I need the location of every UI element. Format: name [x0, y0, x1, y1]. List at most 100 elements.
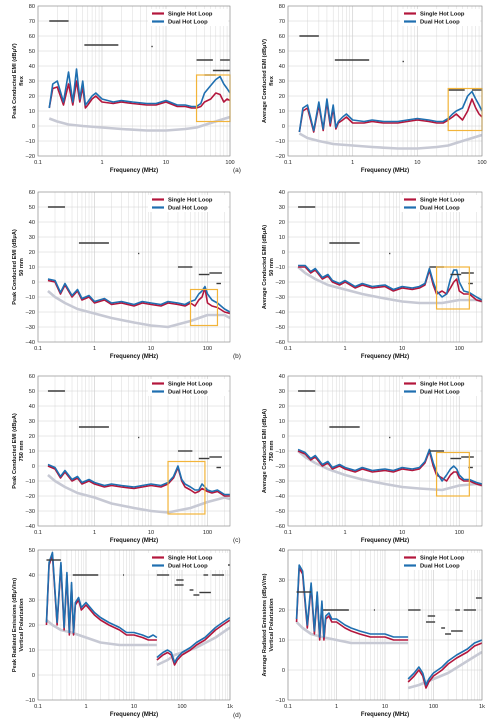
x-tick-label: 1k	[227, 704, 233, 710]
legend-label-single: Single Hot Loop	[168, 556, 213, 562]
x-axis-label: Frequency (MHz)	[110, 168, 158, 174]
legend-label-single: Single Hot Loop	[420, 198, 465, 204]
y-tick-label: –40	[276, 310, 285, 316]
series-line-single	[156, 619, 230, 666]
y-tick-label: –10	[276, 698, 285, 704]
y-tick-label: 20	[29, 434, 35, 440]
x-tick-label: 100	[455, 346, 464, 352]
series-line-dual	[298, 90, 482, 133]
plot-area	[295, 564, 482, 690]
x-axis-label: Frequency (MHz)	[361, 354, 409, 360]
y-axis-label: Average Radiated Emissions (dBμV/m)	[262, 573, 268, 676]
legend-background	[148, 553, 228, 570]
x-tick-label: 10	[399, 530, 405, 536]
series-line-dual	[298, 264, 482, 301]
x-tick-label: 1	[335, 704, 338, 710]
y-tick-label: 70	[279, 19, 285, 25]
x-tick-label: 100	[455, 530, 464, 536]
x-tick-label: 100	[203, 346, 212, 352]
y-tick-label: 0	[282, 124, 285, 130]
plot-area	[45, 551, 230, 667]
y-tick-label: –10	[26, 139, 35, 145]
legend-label-single: Single Hot Loop	[168, 198, 213, 204]
y-tick-label: 50	[279, 49, 285, 55]
x-tick-label: 1	[351, 160, 354, 166]
y-tick-label: 30	[29, 598, 35, 604]
y-tick-label: –30	[276, 479, 285, 485]
y-tick-label: 50	[29, 205, 35, 211]
y-tick-label: –20	[276, 154, 285, 160]
y-tick-label: 30	[29, 419, 35, 425]
chart-panel-6: –60 –50 –40 –30 –20 –10 0 10 20 30 40 0.1 1 10 100 Freq…	[262, 374, 483, 544]
chart-panel-4: –60 –50 –40 –30 –20 –10 0 10 20 30 40 0.1 1 10 100 Freq…	[262, 190, 483, 360]
y-tick-label: 30	[279, 389, 285, 395]
series-line-floor	[295, 621, 409, 645]
y-tick-label: 60	[29, 34, 35, 40]
y-tick-label: 20	[279, 404, 285, 410]
y-tick-label: 10	[279, 235, 285, 241]
series-line-floor	[297, 450, 482, 492]
y-tick-label: 30	[279, 578, 285, 584]
y-tick-label: –10	[26, 295, 35, 301]
plot-frame	[287, 5, 483, 157]
y-tick-label: –30	[26, 325, 35, 331]
y-tick-label: 80	[29, 4, 35, 10]
series-line-floor	[47, 474, 230, 514]
plot-frame	[37, 5, 231, 157]
y-tick-label: –40	[26, 524, 35, 530]
x-axis-label: Frequency (MHz)	[110, 354, 158, 360]
y-tick-label: 40	[279, 548, 285, 554]
x-tick-label: 0.1	[284, 530, 292, 536]
x-tick-label: 0.1	[284, 160, 292, 166]
y-axis-label: Peak Conducted EMI (dBμA)	[12, 229, 18, 305]
x-tick-label: 100	[225, 160, 234, 166]
chart-panel-8: –10 0 10 20 30 40 0.1 1 10 100 1k Frequency (MHz) Av…	[262, 548, 485, 718]
plot-area	[298, 90, 482, 150]
row-label-b: (b)	[233, 353, 241, 360]
y-tick-label: 40	[279, 190, 285, 196]
y-axis-sublabel: 750 mm	[19, 441, 25, 462]
y-tick-label: 80	[279, 4, 285, 10]
x-tick-label: 1	[344, 346, 347, 352]
y-tick-label: 60	[29, 374, 35, 380]
y-axis-sublabel: 750 mm	[269, 441, 275, 462]
y-tick-label: 20	[279, 94, 285, 100]
series-line-single	[297, 450, 482, 487]
y-axis-sublabel: 50 mm	[19, 258, 25, 276]
legend-background	[400, 9, 480, 26]
series-line-single	[407, 642, 482, 689]
legend-label-single: Single Hot Loop	[420, 382, 465, 388]
plot-frame	[37, 549, 231, 701]
y-tick-label: 0	[32, 673, 35, 679]
y-axis-sublabel: flex	[19, 75, 25, 86]
x-axis-label: Frequency (MHz)	[110, 712, 158, 718]
plot-frame	[287, 549, 483, 701]
y-tick-label: 20	[29, 623, 35, 629]
legend-label-single: Single Hot Loop	[420, 12, 465, 18]
plot-frame	[287, 375, 483, 527]
row-label-a: (a)	[233, 167, 241, 174]
series-line-floor	[297, 266, 482, 305]
plot-frame	[37, 191, 231, 343]
x-tick-label: 10	[414, 160, 420, 166]
series-line-dual	[297, 448, 482, 485]
legend-label-dual: Dual Hot Loop	[168, 564, 208, 570]
y-tick-label: –20	[276, 464, 285, 470]
y-tick-label: –10	[26, 698, 35, 704]
legend-background	[148, 379, 228, 396]
y-tick-label: –30	[276, 295, 285, 301]
x-tick-label: 1	[93, 346, 96, 352]
y-tick-label: 0	[32, 464, 35, 470]
y-tick-label: 30	[29, 79, 35, 85]
y-tick-label: –30	[26, 509, 35, 515]
y-tick-label: 20	[279, 608, 285, 614]
y-tick-label: –20	[26, 310, 35, 316]
y-tick-label: 40	[29, 64, 35, 70]
x-tick-label: 1	[84, 704, 87, 710]
x-tick-label: 0.1	[284, 704, 292, 710]
highlight-box	[167, 460, 206, 515]
y-tick-label: 20	[29, 94, 35, 100]
highlight-box	[189, 288, 219, 327]
series-line-floor	[298, 132, 482, 150]
